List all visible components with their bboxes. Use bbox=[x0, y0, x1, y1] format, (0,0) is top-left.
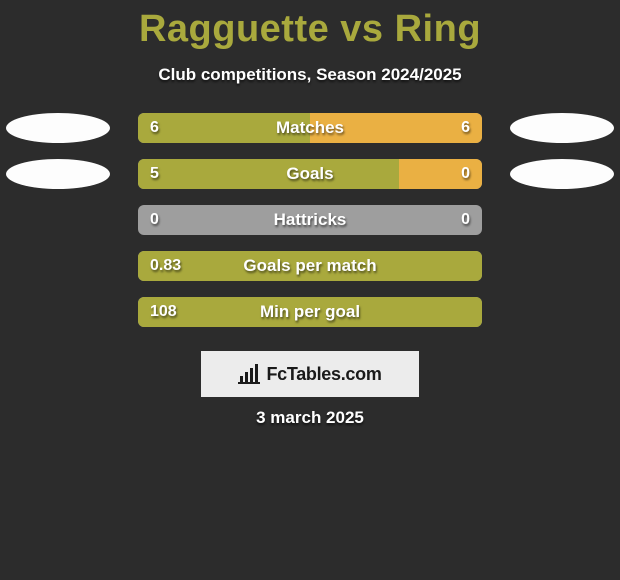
stat-bar-left bbox=[138, 113, 310, 143]
stat-row: Hattricks00 bbox=[0, 205, 620, 235]
stat-bar-left bbox=[138, 297, 482, 327]
comparison-card: Ragguette vs Ring Club competitions, Sea… bbox=[0, 0, 620, 580]
stat-bar-track bbox=[138, 159, 482, 189]
stat-row: Matches66 bbox=[0, 113, 620, 143]
player-oval-left bbox=[6, 159, 110, 189]
stat-bar-track bbox=[138, 251, 482, 281]
stat-bar-right bbox=[399, 159, 482, 189]
brand-text: FcTables.com bbox=[266, 364, 381, 385]
stat-row: Goals50 bbox=[0, 159, 620, 189]
footer-date: 3 march 2025 bbox=[0, 408, 620, 428]
player-oval-left bbox=[6, 113, 110, 143]
stat-bar-track bbox=[138, 297, 482, 327]
player-oval-right bbox=[510, 113, 614, 143]
player-oval-right bbox=[510, 159, 614, 189]
stat-bar-left bbox=[138, 251, 482, 281]
stat-row: Goals per match0.83 bbox=[0, 251, 620, 281]
page-title: Ragguette vs Ring bbox=[0, 0, 620, 51]
stat-bar-track bbox=[138, 113, 482, 143]
stat-row: Min per goal108 bbox=[0, 297, 620, 327]
page-subtitle: Club competitions, Season 2024/2025 bbox=[0, 65, 620, 85]
brand-badge: FcTables.com bbox=[201, 351, 419, 397]
bar-chart-icon bbox=[238, 364, 262, 384]
stat-rows: Matches66 Goals50 Hattricks00 Goals per mat… bbox=[0, 113, 620, 327]
stat-bar-track bbox=[138, 205, 482, 235]
stat-bar-right bbox=[310, 113, 482, 143]
stat-bar-left bbox=[138, 159, 399, 189]
